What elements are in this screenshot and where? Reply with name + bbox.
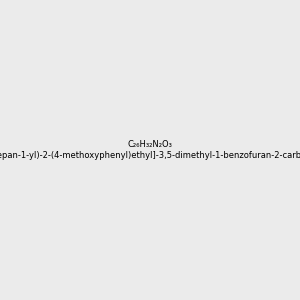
Text: C₂₆H₃₂N₂O₃
N-[2-(azepan-1-yl)-2-(4-methoxyphenyl)ethyl]-3,5-dimethyl-1-benzofura: C₂₆H₃₂N₂O₃ N-[2-(azepan-1-yl)-2-(4-metho…	[0, 140, 300, 160]
